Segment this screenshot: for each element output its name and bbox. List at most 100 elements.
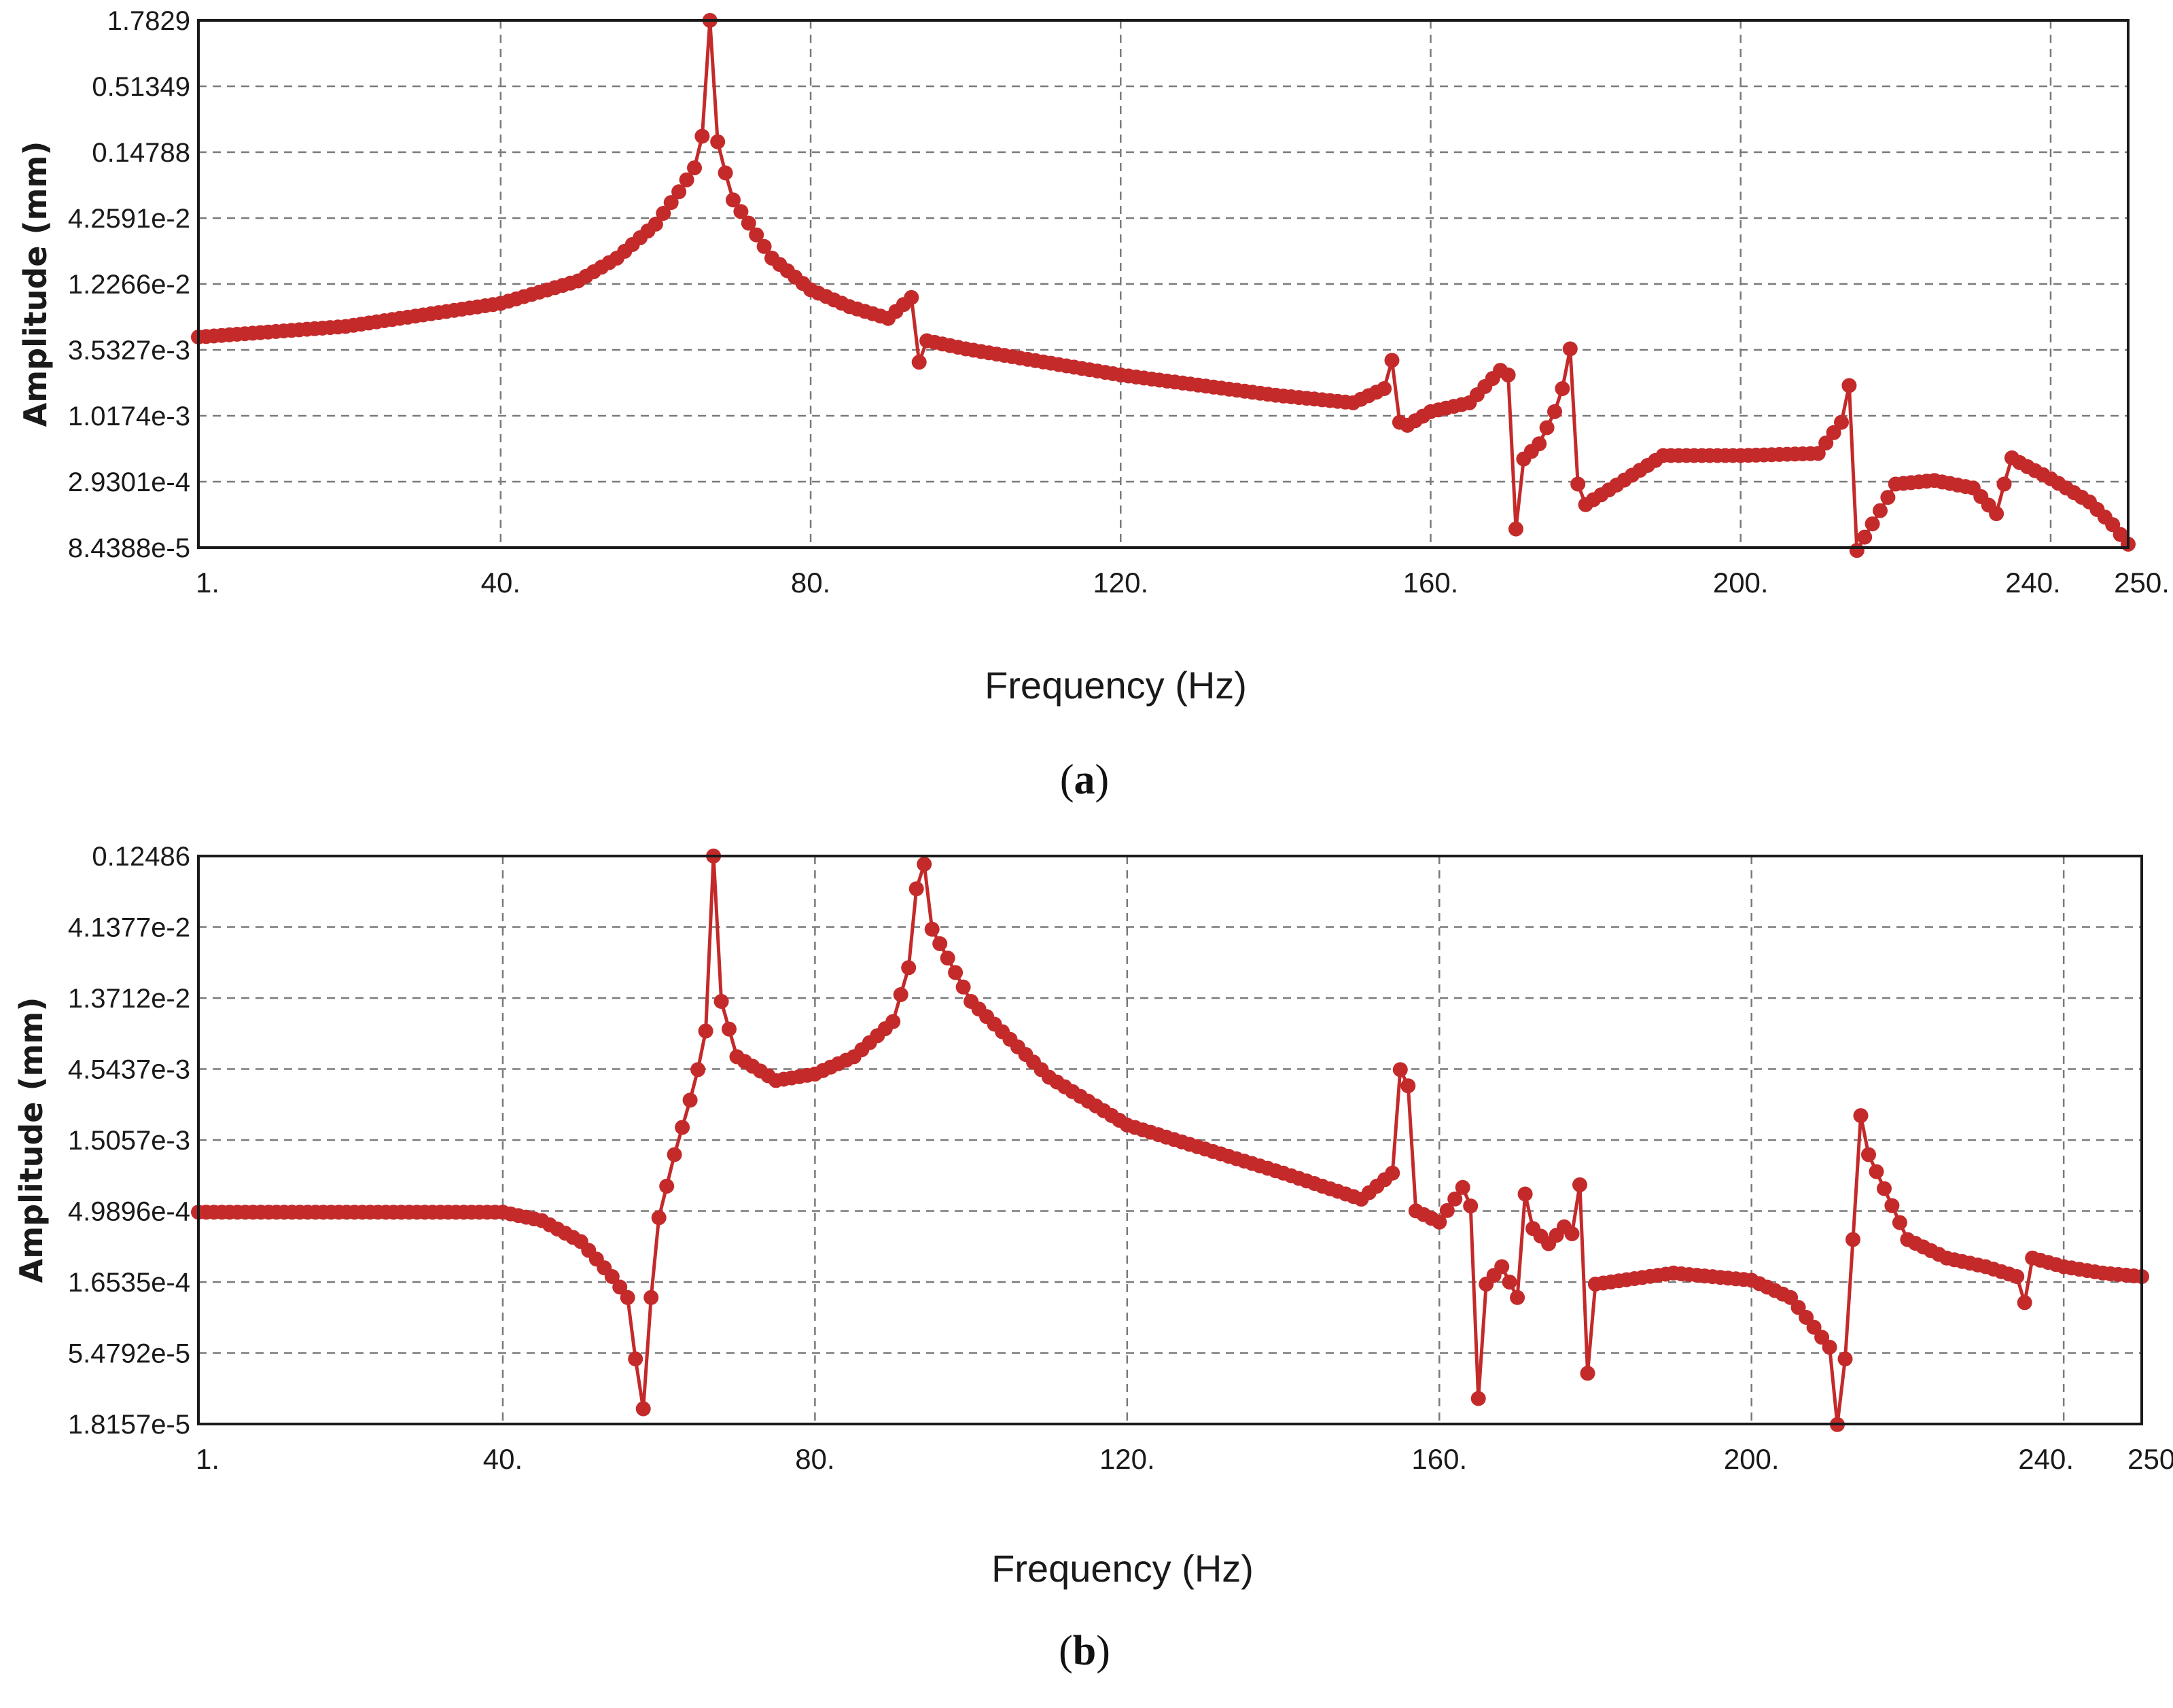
x-tick-label: 200. [1724, 1443, 1780, 1475]
plot-frame [197, 19, 2130, 549]
data-point [675, 1120, 690, 1135]
y-tick-label: 0.51349 [92, 72, 190, 102]
y-tick-label: 1.6535e-4 [68, 1268, 190, 1298]
data-point [2017, 1295, 2032, 1311]
data-point [1822, 1339, 1837, 1355]
data-point [1884, 1198, 1900, 1213]
data-point [749, 227, 764, 243]
data-point [917, 857, 932, 872]
amplitude-series-markers [191, 13, 2136, 558]
y-tick-label: 1.8157e-5 [68, 1410, 190, 1440]
data-point [1455, 1179, 1470, 1195]
data-point [911, 355, 927, 370]
data-point [885, 1014, 901, 1029]
y-tick-label: 1.7829 [107, 6, 190, 36]
data-point [924, 921, 940, 937]
data-point [940, 950, 955, 966]
data-point [1500, 367, 1516, 382]
x-tick-label: 160. [1403, 567, 1459, 599]
data-point [651, 1210, 667, 1226]
data-point [1447, 1191, 1463, 1207]
panel-caption: (b) [1059, 1628, 1110, 1674]
x-tick-label: 240. [2005, 567, 2061, 599]
chart-panel-b: 1.8157e-5 5.4792e-5 1.6535e-4 4.9896e-4 1.50… [13, 842, 2173, 1674]
data-point [1834, 414, 1849, 430]
data-point [1865, 516, 1880, 532]
y-tick-label: 4.2591e-2 [68, 204, 190, 234]
data-point [1837, 1351, 1853, 1367]
x-tick-label: 80. [791, 567, 830, 599]
data-point [687, 160, 702, 176]
data-point [1853, 1108, 1869, 1124]
data-point [1463, 1198, 1479, 1213]
data-point [1562, 341, 1578, 357]
data-point [722, 1021, 737, 1037]
data-point [948, 965, 964, 980]
y-tick-label: 0.12486 [92, 842, 190, 872]
data-point [1377, 381, 1392, 396]
data-point [612, 1279, 628, 1295]
data-point [756, 238, 772, 254]
data-point [1861, 1147, 1876, 1162]
data-point [726, 192, 741, 208]
data-point [1555, 381, 1570, 396]
data-point [1508, 521, 1523, 537]
data-point [1849, 543, 1865, 558]
data-point [1470, 1391, 1486, 1406]
data-point [1869, 1164, 1884, 1179]
data-point [1570, 476, 1586, 492]
x-tick-label: 1. [196, 1443, 219, 1475]
data-point [1892, 1215, 1907, 1230]
data-point [1384, 353, 1400, 368]
data-point [1517, 1186, 1533, 1202]
amplitude-series-line [198, 18, 2130, 552]
data-point [671, 184, 687, 200]
data-point [1494, 1259, 1510, 1275]
data-point [1996, 476, 2012, 492]
data-point [698, 1023, 713, 1039]
data-point [1532, 436, 1547, 452]
x-tick-label: 120. [1093, 567, 1148, 599]
data-point [1845, 1232, 1860, 1247]
data-point [1510, 1289, 1525, 1305]
data-point [1873, 503, 1888, 518]
x-tick-label: 80. [795, 1443, 834, 1475]
y-tick-label: 1.5057e-3 [68, 1126, 190, 1156]
data-point [643, 1289, 659, 1305]
data-point [656, 206, 671, 221]
y-tick-label: 0.14788 [92, 138, 190, 168]
data-point [635, 1401, 651, 1417]
plot-frame [197, 855, 2143, 1425]
x-tick-label: 160. [1411, 1443, 1467, 1475]
data-point [741, 215, 756, 231]
y-tick-label: 4.5437e-3 [68, 1054, 190, 1084]
x-tick-label: 240. [2018, 1443, 2074, 1475]
data-point [1810, 446, 1826, 461]
y-tick-label: 1.0174e-3 [68, 402, 190, 431]
data-point [2009, 1269, 2025, 1284]
data-point [1580, 1366, 1595, 1381]
data-point [648, 216, 663, 232]
y-tick-label: 5.4792e-5 [68, 1338, 190, 1368]
data-point [694, 128, 710, 144]
x-tick-labels: 1. 40. 80. 120. 160. 200. 240. 250. [196, 567, 2170, 599]
data-point [604, 1269, 620, 1284]
data-point [1392, 1062, 1408, 1078]
data-point [628, 1351, 643, 1367]
data-point [1502, 1275, 1517, 1290]
chart-panel-a: 8.4388e-5 2.9301e-4 1.0174e-3 3.5327e-3 1.22… [17, 6, 2170, 803]
data-point [1385, 1165, 1400, 1181]
x-tick-labels: 1. 40. 80. 120. 160. 200. 240. 250. [196, 1443, 2173, 1475]
data-point [718, 165, 733, 181]
y-tick-label: 4.9896e-4 [68, 1196, 190, 1226]
data-point [1989, 506, 2004, 522]
y-tick-labels: 8.4388e-5 2.9301e-4 1.0174e-3 3.5327e-3 1.22… [68, 6, 190, 563]
x-tick-label: 250. [2127, 1443, 2173, 1475]
data-point [690, 1062, 706, 1078]
x-axis-label: Frequency (Hz) [991, 1547, 1254, 1590]
data-point [733, 204, 749, 219]
panel-caption-letter: a [1074, 757, 1095, 803]
data-point [1826, 425, 1841, 440]
y-tick-label: 2.9301e-4 [68, 467, 190, 497]
x-tick-label: 40. [481, 567, 520, 599]
